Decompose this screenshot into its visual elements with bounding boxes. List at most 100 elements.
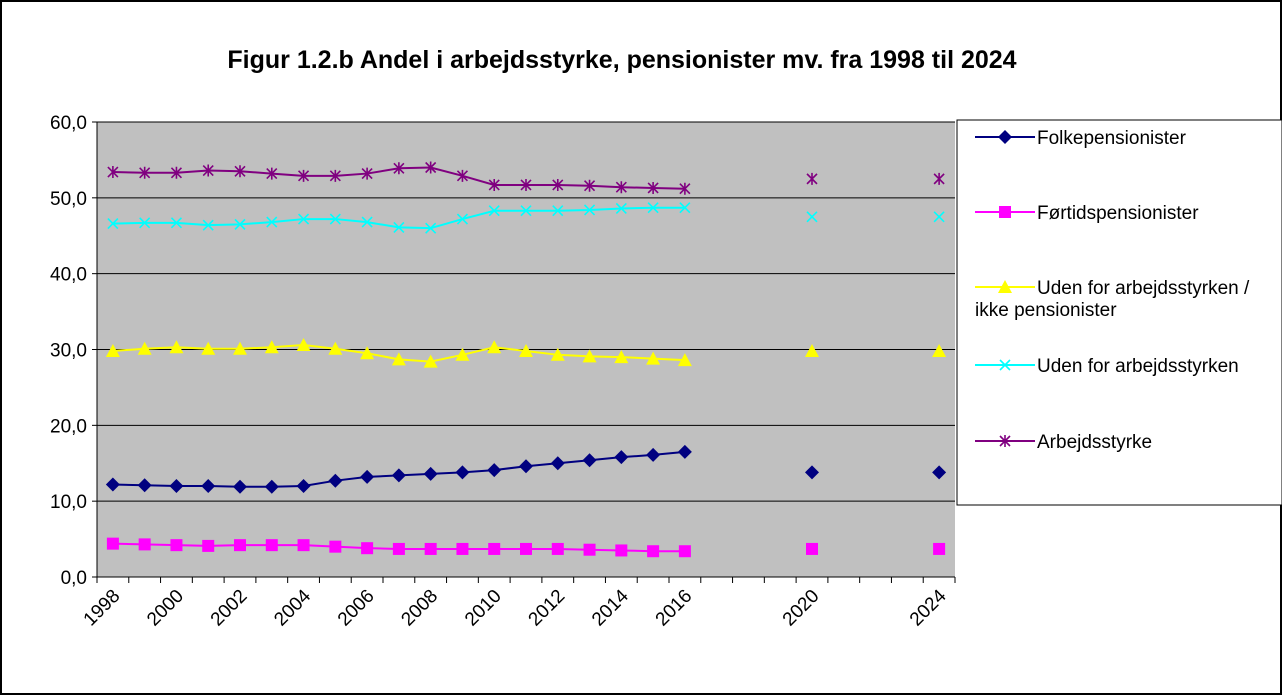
marker (677, 353, 692, 367)
marker (678, 545, 691, 558)
marker (107, 166, 119, 179)
marker (360, 346, 375, 360)
marker (201, 479, 216, 493)
marker (456, 542, 469, 555)
marker (646, 447, 661, 462)
marker (488, 205, 500, 217)
marker (519, 459, 533, 474)
marker (520, 542, 532, 555)
marker (424, 542, 437, 555)
marker (455, 465, 470, 480)
marker (614, 350, 629, 364)
marker (455, 347, 470, 361)
marker (999, 206, 1011, 218)
y-tick-label: 30,0 (50, 341, 87, 362)
marker (520, 178, 532, 191)
marker (106, 537, 119, 550)
y-tick-label: 20,0 (50, 416, 87, 437)
marker (264, 340, 279, 354)
marker (266, 216, 278, 228)
y-tick-label: 0,0 (61, 568, 87, 589)
marker (297, 213, 310, 225)
marker (999, 359, 1011, 371)
marker (361, 167, 373, 180)
marker (615, 181, 627, 194)
marker (138, 538, 151, 551)
marker (615, 202, 627, 215)
marker (805, 465, 819, 480)
marker (647, 202, 659, 214)
marker (583, 204, 596, 216)
legend-label: Førtidspensionister (1037, 203, 1199, 224)
marker (550, 347, 565, 361)
marker (487, 340, 502, 354)
marker (329, 540, 342, 553)
chart-title: Figur 1.2.b Andel i arbejdsstyrke, pensi… (227, 46, 1016, 74)
marker (329, 169, 341, 182)
marker (105, 477, 120, 492)
marker (582, 453, 597, 468)
marker (423, 354, 438, 368)
marker (425, 161, 437, 174)
marker (360, 469, 375, 484)
marker (806, 172, 818, 185)
marker (647, 181, 659, 194)
marker (266, 167, 278, 180)
marker (201, 341, 216, 355)
marker (265, 539, 278, 552)
marker (234, 165, 246, 178)
marker (456, 169, 469, 182)
marker (297, 539, 310, 552)
marker (998, 130, 1012, 144)
marker (932, 344, 947, 358)
marker (679, 202, 691, 214)
marker (169, 340, 184, 354)
marker (519, 344, 533, 358)
marker (393, 162, 405, 175)
marker (361, 542, 374, 555)
marker (933, 542, 946, 555)
marker (582, 349, 597, 363)
marker (806, 211, 818, 223)
marker (999, 435, 1011, 447)
marker (297, 169, 310, 182)
marker (137, 341, 152, 355)
marker (139, 166, 151, 179)
y-tick-label: 50,0 (50, 189, 87, 210)
marker (806, 542, 818, 555)
marker (264, 479, 279, 494)
marker (488, 542, 501, 555)
marker (234, 218, 246, 230)
marker (139, 217, 151, 229)
y-tick-label: 10,0 (50, 492, 87, 513)
marker (456, 213, 469, 225)
marker (392, 542, 405, 555)
marker (583, 543, 596, 556)
marker (202, 164, 214, 177)
marker (933, 172, 945, 185)
marker (296, 337, 311, 351)
marker (361, 216, 373, 228)
marker (646, 351, 661, 365)
legend-label: Arbejdsstyrke (1037, 432, 1152, 453)
marker (169, 479, 184, 493)
marker (202, 539, 215, 552)
y-tick-label: 60,0 (50, 113, 87, 134)
legend-label: Folkepensionister (1037, 128, 1187, 149)
marker (170, 166, 183, 179)
marker (998, 280, 1012, 293)
marker (233, 479, 247, 494)
marker (329, 213, 341, 225)
marker (552, 205, 564, 217)
marker (933, 211, 945, 223)
marker (551, 542, 564, 555)
marker (393, 221, 405, 233)
marker (932, 465, 947, 480)
marker (202, 219, 214, 231)
marker (391, 468, 406, 483)
marker (107, 218, 119, 230)
marker (487, 463, 502, 478)
marker (679, 182, 691, 195)
y-tick-label: 40,0 (50, 265, 87, 286)
